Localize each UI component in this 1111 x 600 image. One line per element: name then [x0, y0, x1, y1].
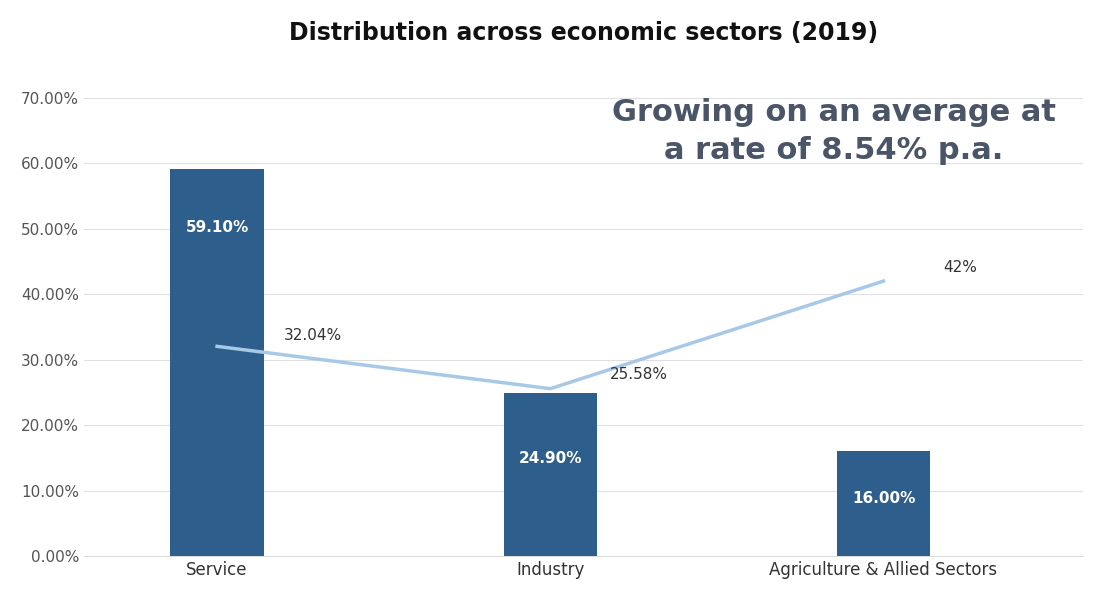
Text: 24.90%: 24.90% [519, 451, 582, 466]
Text: 16.00%: 16.00% [852, 491, 915, 506]
Text: 32.04%: 32.04% [283, 328, 342, 343]
Title: Distribution across economic sectors (2019): Distribution across economic sectors (20… [289, 21, 878, 45]
Text: Growing on an average at
a rate of 8.54% p.a.: Growing on an average at a rate of 8.54%… [611, 98, 1055, 165]
Text: 42%: 42% [943, 260, 978, 275]
Bar [503, 393, 597, 556]
Bar [170, 169, 263, 556]
Bar [837, 451, 930, 556]
Text: 59.10%: 59.10% [186, 220, 249, 235]
Text: 25.58%: 25.58% [610, 367, 669, 382]
